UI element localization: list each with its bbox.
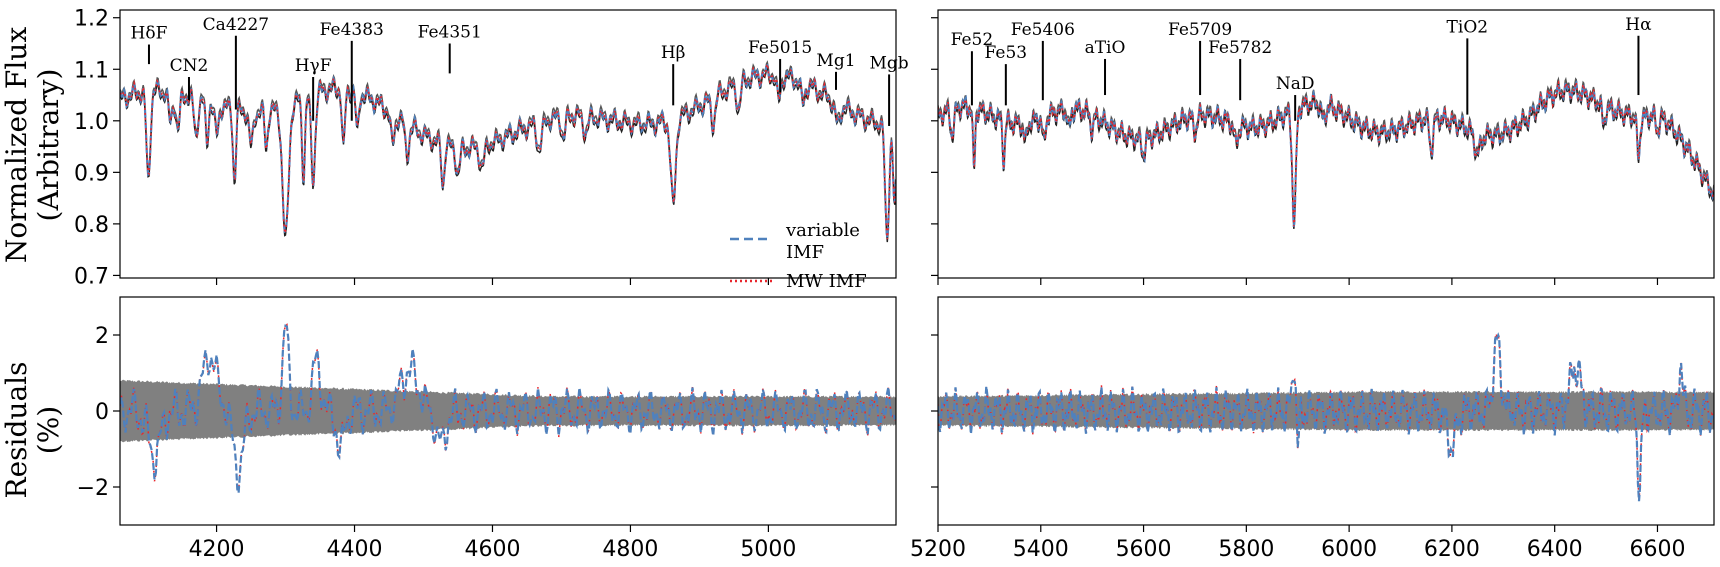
- y-tick-label: 1.2: [74, 7, 109, 32]
- feature-label: Fe4351: [418, 23, 482, 43]
- x-tick-label: 5000: [740, 537, 796, 562]
- feature-label: Fe4383: [320, 20, 384, 40]
- x-tick-label: 4400: [327, 537, 383, 562]
- x-tick-label: 5200: [910, 537, 966, 562]
- feature-label: HγF: [295, 56, 332, 76]
- feature-label: Mg1: [816, 51, 855, 71]
- y-tick-label: 2: [95, 324, 109, 349]
- x-tick-label: 6400: [1527, 537, 1583, 562]
- legend-label-mw-imf: MW IMF: [786, 271, 867, 292]
- x-tick-label: 5600: [1116, 537, 1172, 562]
- y-tick-label: 0.9: [74, 161, 109, 186]
- bottom-right-data: [938, 331, 1714, 502]
- y-tick-label: 1.1: [74, 58, 109, 83]
- model-mw-imf-line: [938, 80, 1714, 227]
- bottom-right-panel: 5200 5400 5600 5800 6000 6200 6400 6600: [910, 296, 1715, 562]
- y-tick-label: 0.7: [74, 264, 109, 289]
- feature-label: TiO2: [1447, 17, 1489, 37]
- feature-label: HδF: [131, 24, 168, 44]
- feature-label: Fe5782: [1208, 38, 1272, 58]
- x-tick-label: 4800: [602, 537, 658, 562]
- x-tick-label: 6200: [1424, 537, 1480, 562]
- top-ylabel-line2: (Arbitrary): [32, 69, 65, 222]
- x-tick-label: 4600: [464, 537, 520, 562]
- residual-variable-imf-line: [120, 323, 896, 494]
- feature-label: Fe52: [951, 30, 994, 50]
- feature-label: NaD: [1276, 74, 1315, 94]
- feature-label: Hβ: [661, 43, 686, 63]
- data-spectrum-gray-upper: [938, 76, 1714, 223]
- feature-label: Fe5015: [748, 38, 812, 58]
- feature-label: Fe5709: [1168, 20, 1232, 40]
- y-tick-label: 1.0: [74, 110, 109, 135]
- feature-label: Ca4227: [203, 15, 269, 35]
- model-mw-imf-line: [120, 61, 896, 240]
- y-tick-label: 0.8: [74, 213, 109, 238]
- feature-label: Fe5406: [1011, 20, 1075, 40]
- bottom-ylabel-line1: Residuals: [0, 362, 33, 499]
- legend: variable IMF MW IMF: [730, 220, 867, 292]
- feature-label: CN2: [170, 56, 209, 76]
- bottom-left-data: [120, 323, 896, 494]
- x-tick-label: 4200: [189, 537, 245, 562]
- legend-label-variable-line2: IMF: [786, 242, 824, 263]
- x-tick-label: 6600: [1629, 537, 1685, 562]
- top-right-data: [938, 76, 1714, 229]
- top-left-axes-frame: [119, 9, 897, 279]
- top-right-axes-frame: [937, 9, 1715, 279]
- bottom-ylabel-line2: (%): [32, 406, 65, 454]
- top-left-data: [120, 60, 896, 243]
- legend-label-variable-line1: variable: [785, 220, 860, 241]
- residual-variable-imf-line: [938, 331, 1714, 502]
- x-tick-label: 6000: [1321, 537, 1377, 562]
- residual-uncertainty-band: [938, 390, 1714, 432]
- top-ylabel-line1: Normalized Flux: [0, 27, 33, 263]
- x-tick-label: 5800: [1218, 537, 1274, 562]
- feature-label: Hα: [1625, 15, 1652, 35]
- feature-label: Mgb: [870, 53, 909, 73]
- y-tick-label: 0: [95, 400, 109, 425]
- bottom-left-panel: −2 0 2 4200 4400 4600 4800 5000: [77, 296, 897, 562]
- x-tick-label: 5400: [1013, 537, 1069, 562]
- y-tick-label: −2: [77, 476, 109, 501]
- feature-label: Fe53: [985, 43, 1028, 63]
- feature-label: aTiO: [1085, 38, 1126, 58]
- data-spectrum-black: [938, 82, 1714, 229]
